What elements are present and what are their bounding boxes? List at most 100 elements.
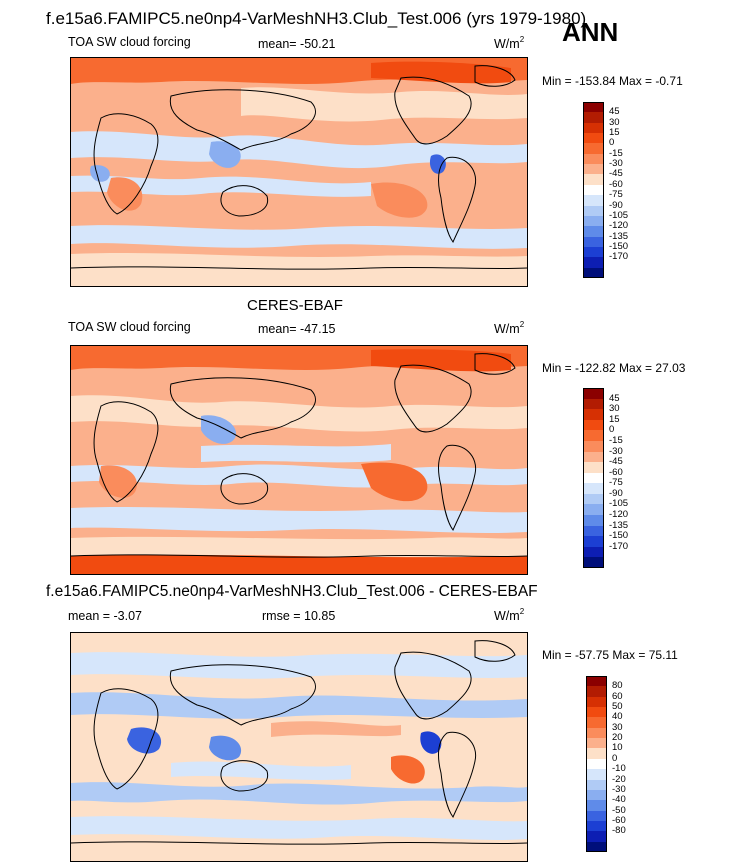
panel-3-title: f.e15a6.FAMIPC5.ne0np4-VarMeshNH3.Club_T… — [46, 583, 538, 600]
colorbar-tick-label: 50 — [612, 701, 623, 713]
colorbar-swatch — [583, 472, 604, 484]
colorbar-tick-label: 30 — [612, 721, 623, 733]
colorbar-swatch — [583, 546, 604, 558]
colorbar-tick-label: -60 — [612, 814, 626, 826]
colorbar-swatch — [583, 195, 604, 207]
colorbar-swatch — [586, 738, 607, 749]
colorbar-swatch — [583, 143, 604, 155]
case-title: f.e15a6.FAMIPC5.ne0np4-VarMeshNH3.Club_T… — [46, 9, 587, 28]
colorbar-tick-label: -30 — [612, 783, 626, 795]
colorbar-swatch — [583, 133, 604, 144]
colorbar-swatch — [586, 779, 607, 791]
colorbar-swatch — [583, 257, 604, 269]
panel-1-units: W/m2 — [494, 35, 525, 51]
panel-3-rmse: rmse = 10.85 — [262, 609, 336, 623]
colorbar-swatch — [586, 800, 607, 812]
season-label: ANN — [562, 17, 619, 47]
colorbar-swatch — [583, 536, 604, 548]
colorbar-tick-label: 45 — [609, 392, 620, 404]
colorbar-tick-label: 30 — [609, 116, 620, 128]
colorbar-swatch — [586, 789, 607, 801]
colorbar-swatch — [586, 841, 607, 853]
colorbar-tick-label: -20 — [612, 773, 626, 785]
colorbar-tick-label: 60 — [612, 690, 623, 702]
colorbar-swatch — [586, 686, 607, 698]
panel-2-units: W/m2 — [494, 320, 525, 336]
colorbar-tick-label: -15 — [609, 434, 623, 446]
panel-3-mean: mean = -3.07 — [68, 609, 143, 623]
colorbar-swatch — [583, 236, 604, 248]
colorbar-swatch — [586, 769, 607, 781]
panel-3-map-svg — [71, 633, 527, 861]
colorbar-swatch — [586, 820, 607, 832]
panel-3-units: W/m2 — [494, 607, 525, 623]
panel-1-minmax: Min = -153.84 Max = -0.71 — [542, 74, 683, 88]
colorbar-swatch — [583, 164, 604, 175]
colorbar-tick-label: -90 — [609, 199, 623, 211]
colorbar-swatch — [586, 810, 607, 822]
colorbar-swatch — [583, 462, 604, 474]
colorbar-swatch — [583, 525, 604, 537]
panel-3-minmax: Min = -57.75 Max = 75.11 — [542, 648, 678, 662]
colorbar-swatch — [583, 504, 604, 516]
colorbar-tick-label: -105 — [609, 209, 629, 221]
colorbar-tick-label: -50 — [612, 804, 626, 816]
colorbar-tick-label: -120 — [609, 509, 629, 521]
colorbar-tick-label: -120 — [609, 220, 629, 232]
panel-2-mean: mean= -47.15 — [258, 322, 336, 336]
colorbar-swatch — [583, 112, 604, 124]
colorbar-tick-label: -105 — [609, 498, 629, 510]
panel-2-field-label: TOA SW cloud forcing — [68, 320, 191, 334]
colorbar-swatch — [583, 493, 604, 505]
colorbar-tick-label: -135 — [609, 230, 629, 242]
colorbar-swatch — [586, 831, 607, 843]
colorbar-tick-label: -75 — [609, 189, 623, 201]
colorbar-swatch — [583, 102, 604, 113]
colorbar-tick-label: 40 — [612, 711, 623, 723]
colorbar-tick-label: 0 — [609, 137, 615, 149]
colorbar-tick-label: 15 — [609, 413, 620, 425]
colorbar-swatch — [583, 483, 604, 495]
colorbar-swatch — [583, 184, 604, 196]
colorbar-swatch — [583, 515, 604, 527]
panel-2-map — [70, 345, 528, 575]
colorbar-swatch — [583, 246, 604, 258]
colorbar-tick-label: 20 — [612, 732, 623, 744]
panel-2-title: CERES-EBAF — [247, 297, 343, 314]
colorbar-swatch — [583, 226, 604, 238]
colorbar-swatch — [583, 398, 604, 410]
colorbar-swatch — [586, 707, 607, 718]
panel-3-map — [70, 632, 528, 862]
colorbar-tick-label: -30 — [609, 445, 623, 457]
colorbar-tick-label: -30 — [609, 158, 623, 170]
colorbar-tick-label: -135 — [609, 519, 629, 531]
colorbar-swatch — [583, 451, 604, 463]
colorbar-tick-label: -75 — [609, 477, 623, 489]
colorbar-swatch — [583, 388, 604, 400]
colorbar-tick-label: -170 — [609, 540, 629, 552]
colorbar-swatch — [583, 122, 604, 134]
colorbar-tick-label: 15 — [609, 127, 620, 139]
panel-1-map — [70, 57, 528, 287]
colorbar-tick-label: -10 — [612, 763, 626, 775]
colorbar-swatch — [583, 153, 604, 165]
colorbar-swatch — [583, 419, 604, 431]
colorbar-tick-label: -45 — [609, 456, 623, 468]
colorbar-tick-label: 0 — [612, 752, 618, 764]
colorbar-swatch — [583, 430, 604, 442]
panel-1-mean: mean= -50.21 — [258, 37, 336, 51]
colorbar-swatch — [583, 409, 604, 421]
colorbar-tick-label: 80 — [612, 680, 623, 692]
colorbar-tick-label: -45 — [609, 168, 623, 180]
colorbar-swatch — [586, 676, 607, 687]
colorbar-tick-label: -40 — [612, 794, 626, 806]
panel-1-field-label: TOA SW cloud forcing — [68, 35, 191, 49]
panel-1-map-svg — [71, 58, 527, 286]
colorbar-swatch — [583, 205, 604, 217]
colorbar-tick-label: -150 — [609, 240, 629, 252]
colorbar-tick-label: 0 — [609, 424, 615, 436]
colorbar-swatch — [583, 215, 604, 227]
colorbar-swatch — [586, 758, 607, 770]
colorbar-swatch — [583, 267, 604, 279]
colorbar-tick-label: -60 — [609, 466, 623, 478]
